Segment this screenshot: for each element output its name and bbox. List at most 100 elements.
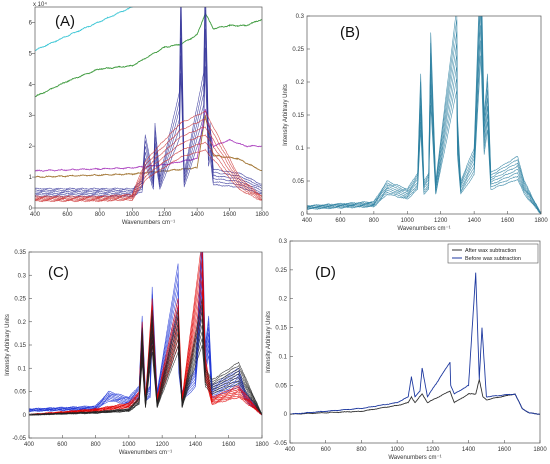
series-line (307, 16, 541, 214)
y-tick-label: 0.15 (14, 343, 26, 349)
series-line (307, 25, 541, 214)
legend-entry: Before wax subtraction (465, 256, 521, 262)
series-group (29, 252, 262, 416)
series-line (29, 298, 262, 416)
x-tick-label: 800 (369, 218, 380, 224)
series-line (35, 7, 262, 190)
y-tick-label: 0.2 (296, 80, 305, 86)
y-tick-label: 0.1 (279, 354, 288, 360)
series-line (35, 118, 262, 199)
series-line (307, 16, 541, 214)
y-tick-label: 0.2 (279, 297, 288, 303)
panel-d: 400 600 800 1000 1200 1400 1600 1800 -0.05 0 0.05 0… (266, 239, 547, 461)
y-tick-label: 1 (29, 175, 33, 181)
x-tick-label: 1600 (223, 212, 237, 218)
x-tick-label: 1200 (434, 218, 448, 224)
y-tick-label: 0.15 (275, 326, 287, 332)
series-line (35, 12, 262, 98)
x-tick-label: 1000 (401, 218, 415, 224)
series-line (29, 303, 262, 416)
y-tick-label: 6 (29, 20, 33, 26)
x-tick-label: 1200 (426, 447, 440, 453)
panel-label: (B) (340, 24, 360, 41)
series-line (35, 110, 262, 198)
series-line (35, 28, 262, 195)
x-tick-label: 800 (95, 212, 106, 218)
plot-frame (289, 240, 541, 444)
series-line (35, 141, 262, 202)
series-line (290, 272, 540, 415)
y-tick-label: 0.05 (292, 179, 304, 185)
series-group (307, 16, 541, 214)
y-tick-label: 0.3 (279, 239, 288, 245)
x-tick-label: 1200 (158, 212, 172, 218)
x-tick-label: 600 (321, 447, 332, 453)
series-line (35, 9, 262, 193)
x-tick-label: 1600 (222, 442, 236, 448)
x-tick-label: 1000 (126, 212, 140, 218)
y-tick-label: 0 (301, 212, 305, 218)
x-tick-label: 1000 (122, 442, 136, 448)
x-tick-label: 400 (24, 442, 35, 448)
x-tick-label: 800 (356, 447, 367, 453)
y-tick-label: 4 (29, 82, 33, 88)
series-line (307, 16, 541, 214)
x-axis-label: Wavenumbers cm⁻¹ (397, 226, 450, 232)
x-tick-label: 1800 (534, 218, 548, 224)
x-tick-label: 1400 (467, 218, 481, 224)
y-axis-label: Intensity Arbitrary Units (5, 314, 11, 376)
x-tick-label: 400 (30, 212, 41, 218)
x-tick-label: 1800 (533, 447, 547, 453)
y-tick-label: 0.3 (18, 273, 27, 279)
x-tick-label: 400 (302, 218, 313, 224)
y-tick-label: 5 (29, 51, 33, 57)
x-axis-label: Wavenumbers cm⁻¹ (119, 450, 172, 456)
y-tick-label: 0.25 (292, 47, 304, 53)
y-tick-label: 0 (284, 412, 288, 418)
y-tick-label: 0.3 (296, 14, 305, 20)
y-tick-label: 0 (29, 206, 33, 212)
y-exponent-label: x 10⁴ (33, 1, 47, 8)
x-tick-label: 1400 (189, 442, 203, 448)
panel-label: (C) (48, 264, 69, 281)
panel-label: (A) (55, 13, 75, 30)
x-tick-label: 1400 (190, 212, 204, 218)
x-tick-label: 400 (285, 447, 296, 453)
series-line (35, 7, 133, 51)
x-tick-label: 1800 (255, 212, 269, 218)
series-line (35, 134, 262, 201)
series-group (35, 7, 262, 203)
y-tick-label: 3 (29, 113, 33, 119)
y-axis-label: Intensity Arbitrary Units (283, 84, 289, 146)
panel-c: 400 600 800 1000 1200 1400 1600 1800 -0.05 0 0.05 0… (5, 250, 269, 456)
x-tick-label: 1600 (498, 447, 512, 453)
x-axis-label: Wavenumbers cm⁻¹ (122, 220, 175, 226)
x-axis-label: Wavenumbers cm⁻¹ (388, 455, 441, 461)
panel-label: (D) (315, 264, 336, 281)
y-tick-label: 0.25 (275, 268, 287, 274)
y-tick-label: -0.05 (12, 436, 26, 442)
panel-b: 400 600 800 1000 1200 1400 1600 1800 0 0.05 0.1 0.1… (283, 14, 548, 232)
x-tick-label: 600 (62, 212, 73, 218)
x-tick-label: 800 (91, 442, 102, 448)
x-tick-label: 1200 (155, 442, 169, 448)
x-tick-label: 1400 (462, 447, 476, 453)
series-line (29, 252, 262, 416)
y-tick-label: 0.15 (292, 113, 304, 119)
y-tick-label: 0.1 (296, 146, 305, 152)
series-line (290, 379, 540, 415)
y-tick-label: 0 (23, 413, 27, 419)
y-tick-label: 0.05 (275, 383, 287, 389)
x-tick-label: 1000 (390, 447, 404, 453)
y-tick-label: 0.25 (14, 297, 26, 303)
y-tick-label: 2 (29, 144, 33, 150)
legend-entry: After wax subtraction (465, 248, 516, 254)
y-axis-label: Intensity Arbitrary Units (266, 311, 272, 373)
y-tick-label: 0.05 (14, 390, 26, 396)
y-tick-label: 0.1 (18, 366, 27, 372)
y-tick-label: -0.05 (273, 441, 287, 447)
series-line (35, 148, 262, 203)
y-tick-label: 0.2 (18, 320, 27, 326)
series-group (290, 272, 540, 415)
legend: After wax subtraction Before wax subtract… (447, 243, 539, 264)
